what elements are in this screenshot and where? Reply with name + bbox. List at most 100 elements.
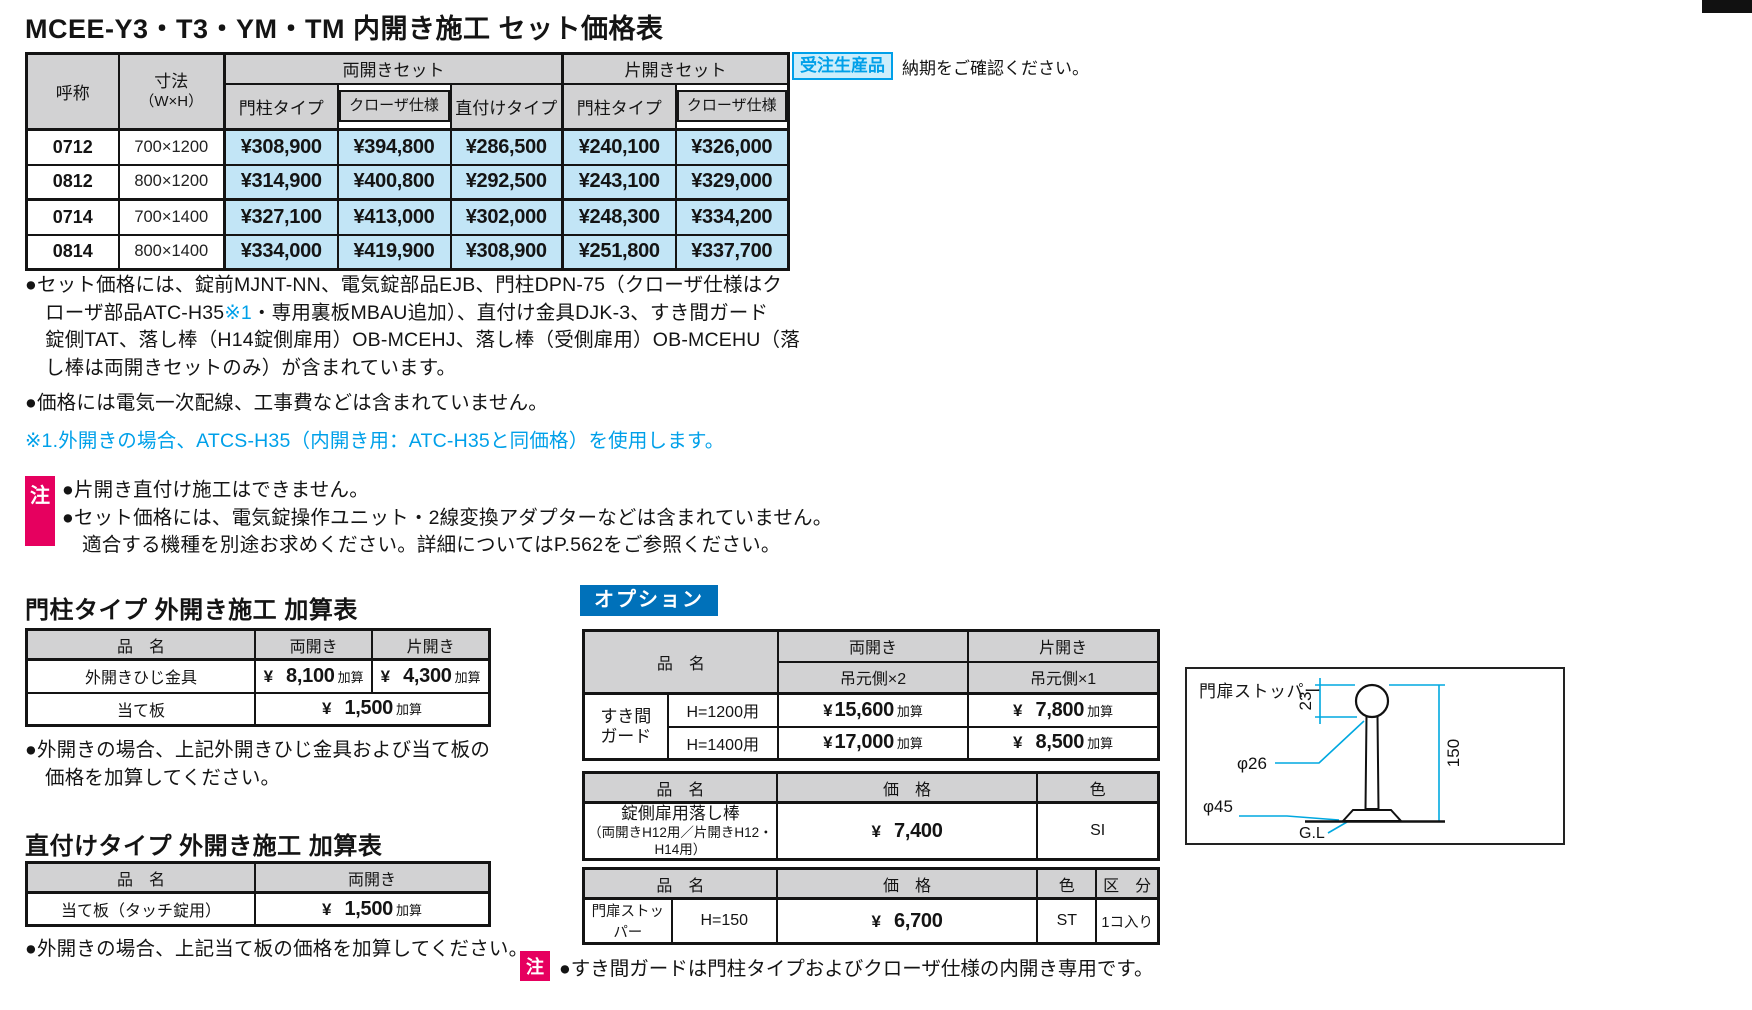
ref-mark: ※1 bbox=[224, 301, 252, 324]
table-row: すき間 ガード H=1200用 ¥15,600 加算 ¥7,800 加算 bbox=[582, 692, 1160, 761]
price-cell: ¥400,800 bbox=[336, 163, 452, 201]
page-edge-mark bbox=[1702, 0, 1752, 13]
spec-value: H=1200用 bbox=[666, 692, 779, 728]
price-cell: ¥7,800 加算 bbox=[967, 692, 1160, 728]
price-cell: ¥248,300 bbox=[561, 198, 677, 236]
dim-pole-label: φ26 bbox=[1237, 754, 1267, 773]
price-cell: ¥7,400 bbox=[775, 801, 1039, 861]
caution-badge: 注 bbox=[25, 476, 55, 546]
post-add-note: ●外開きの場合、上記外開きひじ金具および当て板の 価格を加算してください。 bbox=[25, 739, 491, 789]
price-cell: ¥327,100 bbox=[223, 198, 339, 236]
item-name: すき間 ガード bbox=[582, 692, 669, 761]
header-row: 品 名 価 格 色 区 分 bbox=[582, 867, 1160, 900]
price-cell: ¥337,700 bbox=[674, 233, 790, 271]
size-value: 800×1200 bbox=[117, 163, 226, 201]
col-header-single: 片開き bbox=[371, 628, 491, 661]
stopper-drawing: 23 φ26 φ45 150 G.L bbox=[1203, 678, 1463, 842]
caution-badge: 注 bbox=[520, 951, 550, 981]
price-cell: ¥326,000 bbox=[674, 128, 790, 166]
table-row: H=1400用 ¥17,000 加算 ¥8,500 加算 bbox=[584, 725, 1160, 761]
col-header-item: 品 名 bbox=[582, 867, 778, 900]
table-row: 0712 700×1200 ¥308,900 ¥394,800 ¥286,500… bbox=[25, 128, 790, 166]
price-cell: ¥419,900 bbox=[336, 233, 452, 271]
price-cell: ¥292,500 bbox=[449, 163, 564, 201]
page-title: MCEE-Y3・T3・YM・TM 内開き施工 セット価格表 bbox=[25, 14, 664, 44]
option-badge: オプション bbox=[580, 585, 718, 616]
col-header-price: 価 格 bbox=[775, 771, 1039, 804]
note-line: し棒は両開きセットのみ）が含まれています。 bbox=[45, 356, 457, 379]
col-header-color: 色 bbox=[1036, 771, 1160, 804]
price-cell: ¥6,700 bbox=[775, 897, 1039, 945]
caution-block: 注 ●片開き直付け施工はできません。 ●セット価格には、電気錠操作ユニット・2線… bbox=[25, 476, 832, 561]
price-cell: ¥1,500 加算 bbox=[253, 691, 491, 727]
col-header-item: 品 名 bbox=[25, 628, 256, 661]
table-row: 0714 700×1400 ¥327,100 ¥413,000 ¥302,000… bbox=[25, 198, 790, 236]
size-value: 800×1400 bbox=[117, 233, 226, 271]
spec-value: H=1400用 bbox=[666, 725, 779, 761]
caution-notes: ●片開き直付け施工はできません。 ●セット価格には、電気錠操作ユニット・2線変換… bbox=[62, 477, 832, 560]
price-cell: ¥308,900 bbox=[223, 128, 339, 166]
post-add-table: 品 名 両開き 片開き 外開きひじ金具 ¥8,100 加算 ¥4,300 加算 当て… bbox=[25, 628, 491, 727]
col-header-post-type: 門柱タイプ bbox=[561, 82, 677, 131]
header-row-types: 門柱タイプ クローザ仕様 直付けタイプ 門柱タイプ クローザ仕様 bbox=[27, 82, 790, 131]
stopper-diagram: 23 φ26 φ45 150 G.L 門扉ストッパー bbox=[1185, 667, 1565, 845]
dim-ball-label: 23 bbox=[1296, 692, 1315, 711]
price-cell: ¥15,600 加算 bbox=[776, 692, 970, 728]
header-row: 品 名 両開き 片開き bbox=[582, 629, 1160, 695]
table-row: 外開きひじ金具 ¥8,100 加算 ¥4,300 加算 bbox=[25, 658, 491, 694]
size-value: 700×1400 bbox=[117, 198, 226, 236]
col-header-item: 品 名 bbox=[25, 861, 256, 894]
spec-value: H=150 bbox=[670, 897, 778, 945]
col-header-post-type: 門柱タイプ bbox=[223, 82, 339, 131]
col-header-single: 片開き bbox=[967, 629, 1160, 663]
col-header-class: 区 分 bbox=[1095, 867, 1160, 900]
price-cell: ¥240,100 bbox=[561, 128, 677, 166]
size-value: 700×1200 bbox=[117, 128, 226, 166]
header-row: 品 名 価 格 色 bbox=[582, 771, 1160, 804]
note-line: 適合する機種を別途お求めください。詳細についてはP.562をご参照ください。 bbox=[82, 534, 781, 556]
set-price-table: 呼称 寸法 （W×H） 両開きセット 片開きセット 門柱タイプ クローザ仕様 直… bbox=[25, 52, 790, 271]
qty-value: 1コ入り bbox=[1095, 897, 1160, 945]
direct-add-note: ●外開きの場合、上記当て板の価格を加算してください。 bbox=[25, 938, 529, 960]
ground-line-label: G.L bbox=[1299, 825, 1325, 842]
item-name: 錠側扉用落し棒 （両開きH12用／片開きH12・H14用） bbox=[582, 801, 778, 861]
price-cell: ¥302,000 bbox=[449, 198, 564, 236]
col-header-item: 品 名 bbox=[582, 771, 778, 804]
delivery-note: 納期をご確認ください。 bbox=[902, 58, 1089, 78]
table-row: 当て板（タッチ錠用） ¥1,500 加算 bbox=[25, 891, 491, 927]
item-name: 外開きひじ金具 bbox=[25, 658, 256, 694]
col-header-size: 寸法 （W×H） bbox=[117, 52, 226, 131]
col-header-closer-spec: クローザ仕様 bbox=[336, 82, 452, 131]
stopper-table: 品 名 価 格 色 区 分 門扉ストッパー H=150 ¥6,700 ST 1コ… bbox=[582, 867, 1160, 945]
item-name: 当て板（タッチ錠用） bbox=[25, 891, 256, 927]
price-cell: ¥329,000 bbox=[674, 163, 790, 201]
item-name: 門扉ストッパー bbox=[582, 897, 673, 945]
note-line: ●片開き直付け施工はできません。 bbox=[62, 479, 369, 501]
dim-height-label: 150 bbox=[1444, 739, 1463, 767]
color-value: ST bbox=[1036, 897, 1098, 945]
color-value: SI bbox=[1036, 801, 1160, 861]
note-line: 錠側TAT、落し棒（H14錠側扉用）OB-MCEHJ、落し棒（受側扉用）OB-M… bbox=[45, 329, 800, 351]
col-header-hinge-x1: 吊元側×1 bbox=[967, 660, 1160, 695]
note-line: ●セット価格には、錠前MJNT-NN、電気錠部品EJB、門柱DPN-75（クロー… bbox=[25, 274, 783, 296]
header-row: 品 名 両開き bbox=[25, 861, 491, 894]
price-cell: ¥334,000 bbox=[223, 233, 339, 271]
price-cell: ¥1,500 加算 bbox=[253, 891, 491, 927]
direct-add-heading: 直付けタイプ 外開き施工 加算表 bbox=[25, 833, 383, 860]
option-note: 注 ●すき間ガードは門柱タイプおよびクローザ仕様の内開き専用です。 bbox=[520, 951, 1153, 981]
note-line: ●価格には電気一次配線、工事費などは含まれていません。 bbox=[25, 392, 549, 414]
col-header-item: 品 名 bbox=[582, 629, 779, 695]
item-name: 当て板 bbox=[25, 691, 256, 727]
header-row-groups: 呼称 寸法 （W×H） 両開きセット 片開きセット bbox=[25, 52, 790, 131]
table-row: 0812 800×1200 ¥314,900 ¥400,800 ¥292,500… bbox=[25, 163, 790, 201]
col-header-direct-type: 直付けタイプ bbox=[449, 82, 564, 131]
table-row: 門扉ストッパー H=150 ¥6,700 ST 1コ入り bbox=[582, 897, 1160, 945]
model-code: 0714 bbox=[25, 198, 120, 236]
price-cell: ¥308,900 bbox=[449, 233, 564, 271]
model-code: 0812 bbox=[25, 163, 120, 201]
col-header-double: 両開き bbox=[776, 629, 970, 663]
dim-base-label: φ45 bbox=[1203, 797, 1233, 816]
price-cell: ¥251,800 bbox=[561, 233, 677, 271]
drop-bar-table: 品 名 価 格 色 錠側扉用落し棒 （両開きH12用／片開きH12・H14用） … bbox=[582, 771, 1160, 861]
